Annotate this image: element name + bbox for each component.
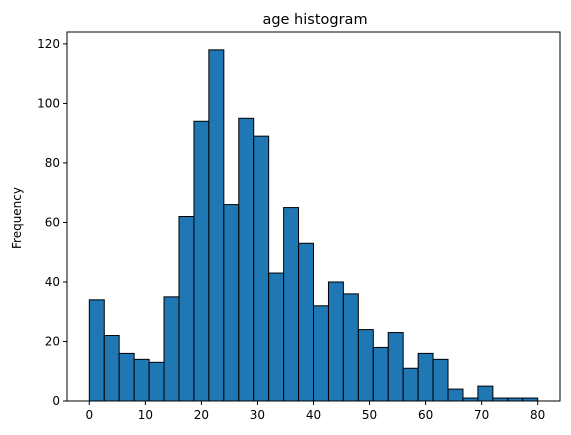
x-tick-label: 60 — [418, 408, 433, 422]
y-tick-label: 80 — [45, 156, 60, 170]
x-ticks-group: 0 10 20 30 40 50 60 70 80 — [85, 401, 545, 422]
x-tick-label: 50 — [362, 408, 377, 422]
x-tick-label: 10 — [138, 408, 153, 422]
histogram-bar — [298, 242, 314, 402]
y-tick-label: 60 — [45, 215, 60, 229]
y-tick-label: 20 — [45, 334, 60, 348]
x-tick-label: 0 — [85, 408, 93, 422]
histogram-bar — [253, 135, 270, 402]
histogram-bar — [372, 346, 389, 402]
histogram-bar — [178, 216, 195, 402]
histogram-bar — [208, 49, 225, 402]
y-axis-label: Frequency — [10, 187, 24, 249]
histogram-bar — [313, 305, 329, 402]
histogram-bar — [88, 299, 105, 402]
x-tick-label: 40 — [306, 408, 321, 422]
x-tick-label: 70 — [474, 408, 489, 422]
y-tick-label: 40 — [45, 275, 60, 289]
histogram-bar — [238, 117, 255, 402]
histogram-bar — [148, 361, 165, 402]
histogram-bar — [447, 388, 464, 402]
y-tick-label: 100 — [37, 96, 60, 110]
histogram-bar — [417, 352, 434, 402]
x-tick-label: 80 — [530, 408, 545, 422]
plot-frame — [66, 31, 561, 402]
histogram-bar — [103, 335, 120, 402]
x-tick-label: 20 — [194, 408, 209, 422]
chart-title: age histogram — [262, 12, 367, 28]
histogram-bar — [342, 293, 359, 402]
histogram-bar — [283, 207, 300, 402]
bars-group — [88, 49, 539, 402]
x-tick-label: 30 — [250, 408, 265, 422]
y-tick-label: 0 — [52, 394, 60, 408]
histogram-bar — [268, 272, 285, 402]
histogram-bar — [193, 120, 210, 402]
histogram-bar — [357, 329, 374, 402]
histogram-bar — [432, 358, 449, 402]
histogram-bar — [387, 332, 404, 402]
y-ticks-group: 0 20 40 60 80 100 120 — [37, 37, 67, 408]
histogram-bar — [327, 281, 344, 402]
histogram-bar — [163, 296, 180, 402]
histogram-bar — [477, 385, 494, 402]
histogram-bar — [402, 367, 419, 402]
histogram-bar — [223, 204, 240, 402]
histogram-bar — [118, 352, 135, 402]
y-tick-label: 120 — [37, 37, 60, 51]
histogram-bar — [133, 358, 150, 402]
